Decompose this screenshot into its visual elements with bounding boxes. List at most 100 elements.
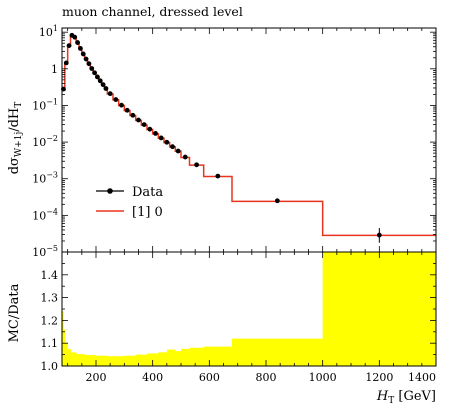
data-point bbox=[136, 117, 141, 123]
ratio-band-bin bbox=[181, 348, 190, 366]
y-tick-label: 10−1 bbox=[32, 97, 58, 112]
ratio-y-tick-label: 1.0 bbox=[41, 360, 59, 373]
y-tick-label: 101 bbox=[39, 24, 58, 39]
ratio-band-bin bbox=[96, 355, 108, 366]
data-point bbox=[89, 66, 95, 71]
data-point bbox=[92, 70, 97, 76]
x-label-main: H bbox=[376, 389, 389, 404]
data-point bbox=[78, 46, 83, 51]
y-tick-base: 10 bbox=[32, 99, 46, 112]
y-axis-label: dσW+1j/dHT bbox=[7, 102, 24, 175]
y-tick-label: 10−4 bbox=[32, 207, 58, 222]
y-tick-base: 10 bbox=[39, 26, 53, 39]
data-points bbox=[61, 32, 382, 243]
data-point bbox=[170, 144, 175, 150]
y-label-sub: W+1j bbox=[14, 132, 24, 157]
ratio-band-bin bbox=[63, 329, 66, 366]
data-marker bbox=[63, 60, 69, 66]
ratio-band-bin bbox=[67, 348, 71, 366]
data-marker bbox=[100, 82, 106, 88]
data-point bbox=[182, 154, 188, 160]
data-point bbox=[158, 135, 164, 141]
x-tick-label: 400 bbox=[142, 371, 163, 384]
x-tick-label: 1400 bbox=[408, 371, 436, 384]
legend-data-label: Data bbox=[132, 185, 163, 200]
data-point bbox=[95, 74, 100, 80]
ratio-band-bin bbox=[166, 349, 176, 366]
data-point bbox=[141, 122, 147, 128]
data-marker bbox=[170, 144, 175, 150]
data-point bbox=[103, 86, 109, 91]
y-tick-base: 1 bbox=[51, 63, 58, 76]
y-tick-exponent: −2 bbox=[46, 134, 58, 143]
data-marker bbox=[175, 148, 181, 154]
ratio-y-label: MC/Data bbox=[7, 283, 22, 342]
data-point bbox=[83, 56, 89, 62]
y-tick-exponent: −4 bbox=[46, 207, 58, 216]
legend: Data [1] 0 bbox=[96, 185, 163, 220]
x-tick-label: 1000 bbox=[309, 371, 337, 384]
y-tick-label: 1 bbox=[51, 63, 58, 76]
data-point bbox=[80, 51, 86, 57]
data-point bbox=[75, 40, 80, 45]
y-label-tail: /dH bbox=[7, 108, 22, 132]
data-point bbox=[153, 131, 158, 136]
data-point bbox=[130, 112, 136, 118]
data-marker bbox=[130, 112, 136, 118]
legend-data-marker bbox=[107, 188, 113, 194]
data-marker bbox=[274, 198, 280, 204]
y-label-tail-sub: T bbox=[14, 102, 24, 108]
ratio-y-tick-label: 1.2 bbox=[41, 314, 59, 327]
x-tick-label: 200 bbox=[86, 371, 107, 384]
y-tick-label: 10−3 bbox=[32, 171, 58, 186]
data-marker bbox=[113, 97, 119, 102]
data-marker bbox=[86, 61, 92, 67]
data-point bbox=[164, 139, 170, 145]
y-tick-label: 10−2 bbox=[32, 134, 58, 149]
ratio-band-bin bbox=[135, 354, 148, 366]
y-tick-base: 10 bbox=[32, 136, 46, 149]
ratio-panel: 1.0 1.1 1.2 1.3 1.4 200 400 600 800 1000 1200 1400 bbox=[41, 251, 437, 384]
data-marker bbox=[215, 173, 221, 179]
y-tick-exponent: −3 bbox=[46, 171, 58, 180]
x-tick-label: 600 bbox=[199, 371, 220, 384]
y-tick-base: 10 bbox=[32, 246, 46, 259]
data-point bbox=[376, 228, 382, 243]
ratio-band-bin bbox=[322, 252, 437, 366]
data-marker bbox=[194, 162, 199, 168]
data-point bbox=[72, 34, 78, 40]
ratio-band-bin bbox=[70, 352, 77, 366]
data-point bbox=[215, 173, 221, 179]
data-marker bbox=[147, 126, 153, 132]
data-point bbox=[86, 61, 92, 67]
ratio-band-bin bbox=[62, 311, 64, 366]
x-tick-label: 1200 bbox=[365, 371, 393, 384]
data-marker bbox=[92, 70, 97, 76]
data-marker bbox=[107, 91, 113, 97]
y-tick-exponent: 1 bbox=[53, 24, 58, 33]
mc-histogram bbox=[62, 34, 436, 237]
data-marker bbox=[141, 122, 147, 128]
data-marker bbox=[75, 40, 80, 45]
x-label-sub: T bbox=[388, 396, 394, 404]
y-tick-base: 10 bbox=[32, 209, 46, 222]
x-axis-ticks-top bbox=[67, 28, 437, 252]
ratio-band-bin bbox=[124, 355, 136, 366]
x-tick-label: 800 bbox=[256, 371, 277, 384]
ratio-y-tick-label: 1.4 bbox=[41, 269, 59, 282]
data-marker bbox=[136, 117, 141, 123]
data-point bbox=[274, 198, 280, 204]
ratio-band bbox=[62, 252, 437, 366]
y-tick-label: 10−5 bbox=[32, 244, 58, 259]
ratio-band-bin bbox=[189, 347, 204, 366]
mc-line bbox=[62, 34, 436, 237]
ratio-band-bin bbox=[147, 353, 159, 366]
data-marker bbox=[80, 51, 86, 57]
ratio-band-bin bbox=[84, 355, 97, 366]
data-point bbox=[113, 97, 119, 102]
ratio-band-bin bbox=[203, 346, 233, 366]
data-point bbox=[194, 162, 199, 168]
